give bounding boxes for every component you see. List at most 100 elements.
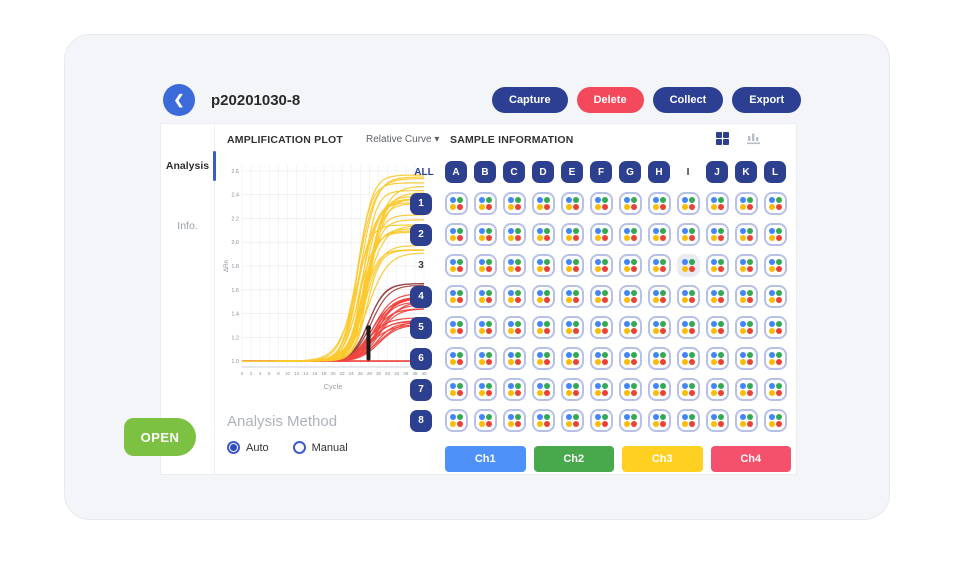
well-E5[interactable]: [561, 316, 584, 339]
column-header-K[interactable]: K: [735, 161, 757, 183]
well-H6[interactable]: [648, 347, 671, 370]
column-header-D[interactable]: D: [532, 161, 554, 183]
export-button[interactable]: Export: [732, 87, 802, 113]
channel-button-ch2[interactable]: Ch2: [533, 446, 614, 472]
well-G2[interactable]: [619, 223, 642, 246]
well-G4[interactable]: [619, 285, 642, 308]
channel-button-ch4[interactable]: Ch4: [710, 446, 791, 472]
well-E8[interactable]: [561, 409, 584, 432]
channel-button-ch1[interactable]: Ch1: [445, 446, 526, 472]
well-I5[interactable]: [677, 316, 700, 339]
well-G8[interactable]: [619, 409, 642, 432]
column-header-B[interactable]: B: [474, 161, 496, 183]
well-H3[interactable]: [648, 254, 671, 277]
well-E1[interactable]: [561, 192, 584, 215]
well-G7[interactable]: [619, 378, 642, 401]
column-header-G[interactable]: G: [619, 161, 641, 183]
well-A6[interactable]: [445, 347, 468, 370]
well-A1[interactable]: [445, 192, 468, 215]
row-header-6[interactable]: 6: [410, 347, 432, 370]
well-G5[interactable]: [619, 316, 642, 339]
well-C4[interactable]: [503, 285, 526, 308]
well-A3[interactable]: [445, 254, 468, 277]
row-header-3[interactable]: 3: [418, 260, 424, 271]
well-J8[interactable]: [706, 409, 729, 432]
well-C2[interactable]: [503, 223, 526, 246]
well-I1[interactable]: [677, 192, 700, 215]
well-A2[interactable]: [445, 223, 468, 246]
grid-view-icon[interactable]: [716, 131, 729, 145]
well-I8[interactable]: [677, 409, 700, 432]
well-J2[interactable]: [706, 223, 729, 246]
column-header-E[interactable]: E: [561, 161, 583, 183]
well-L7[interactable]: [764, 378, 787, 401]
well-J5[interactable]: [706, 316, 729, 339]
well-I2[interactable]: [677, 223, 700, 246]
well-E4[interactable]: [561, 285, 584, 308]
well-F6[interactable]: [590, 347, 613, 370]
column-header-J[interactable]: J: [706, 161, 728, 183]
well-D1[interactable]: [532, 192, 555, 215]
well-L5[interactable]: [764, 316, 787, 339]
well-A5[interactable]: [445, 316, 468, 339]
well-C3[interactable]: [503, 254, 526, 277]
well-B7[interactable]: [474, 378, 497, 401]
well-B6[interactable]: [474, 347, 497, 370]
well-E6[interactable]: [561, 347, 584, 370]
well-E7[interactable]: [561, 378, 584, 401]
well-H8[interactable]: [648, 409, 671, 432]
well-A8[interactable]: [445, 409, 468, 432]
row-header-5[interactable]: 5: [410, 316, 432, 339]
well-F8[interactable]: [590, 409, 613, 432]
well-E3[interactable]: [561, 254, 584, 277]
well-C8[interactable]: [503, 409, 526, 432]
well-J3[interactable]: [706, 254, 729, 277]
column-header-C[interactable]: C: [503, 161, 525, 183]
well-K2[interactable]: [735, 223, 758, 246]
well-F5[interactable]: [590, 316, 613, 339]
well-D7[interactable]: [532, 378, 555, 401]
chart-view-icon[interactable]: [746, 131, 761, 145]
well-B4[interactable]: [474, 285, 497, 308]
well-K3[interactable]: [735, 254, 758, 277]
well-D4[interactable]: [532, 285, 555, 308]
well-A4[interactable]: [445, 285, 468, 308]
well-L1[interactable]: [764, 192, 787, 215]
well-I6[interactable]: [677, 347, 700, 370]
radio-manual[interactable]: Manual: [292, 441, 348, 454]
well-J6[interactable]: [706, 347, 729, 370]
select-all-button[interactable]: ALL: [414, 166, 434, 178]
sidebar-item-analysis[interactable]: Analysis: [160, 149, 216, 183]
well-K8[interactable]: [735, 409, 758, 432]
well-B3[interactable]: [474, 254, 497, 277]
row-header-1[interactable]: 1: [410, 192, 432, 215]
well-J4[interactable]: [706, 285, 729, 308]
well-J7[interactable]: [706, 378, 729, 401]
column-header-F[interactable]: F: [590, 161, 612, 183]
column-header-L[interactable]: L: [764, 161, 786, 183]
row-header-8[interactable]: 8: [410, 409, 432, 432]
well-F2[interactable]: [590, 223, 613, 246]
well-F3[interactable]: [590, 254, 613, 277]
well-B2[interactable]: [474, 223, 497, 246]
well-C5[interactable]: [503, 316, 526, 339]
well-L4[interactable]: [764, 285, 787, 308]
well-B8[interactable]: [474, 409, 497, 432]
row-header-2[interactable]: 2: [410, 223, 432, 246]
capture-button[interactable]: Capture: [492, 87, 568, 113]
well-K4[interactable]: [735, 285, 758, 308]
well-D5[interactable]: [532, 316, 555, 339]
well-H7[interactable]: [648, 378, 671, 401]
well-I4[interactable]: [677, 285, 700, 308]
curve-type-dropdown[interactable]: Relative Curve ▾: [366, 134, 439, 145]
well-H2[interactable]: [648, 223, 671, 246]
well-C6[interactable]: [503, 347, 526, 370]
well-H4[interactable]: [648, 285, 671, 308]
row-header-7[interactable]: 7: [410, 378, 432, 401]
well-L2[interactable]: [764, 223, 787, 246]
well-F1[interactable]: [590, 192, 613, 215]
column-header-A[interactable]: A: [445, 161, 467, 183]
well-I7[interactable]: [677, 378, 700, 401]
back-button[interactable]: ❮: [163, 84, 195, 116]
well-I3[interactable]: [677, 254, 700, 277]
